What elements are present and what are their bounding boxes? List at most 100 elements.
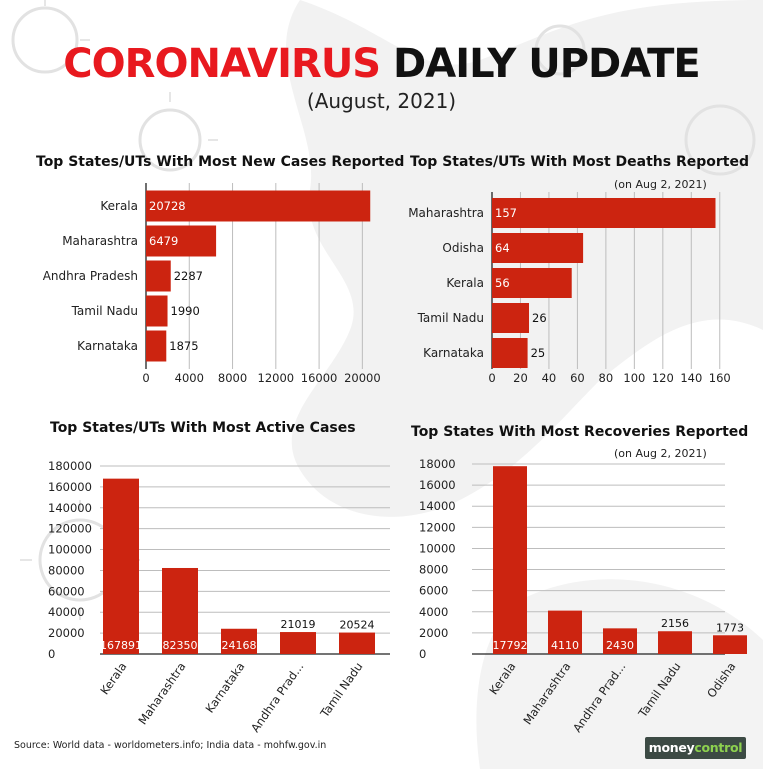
recoveries-data-label: 2430 [606,639,634,652]
new-cases-bar [146,260,171,292]
deaths-category-label: Tamil Nadu [417,311,484,325]
new-cases-data-label: 20728 [149,199,186,213]
recoveries-tick-label: 12000 [419,520,456,534]
new-cases-tick-label: 4000 [175,371,204,385]
recoveries-bar [658,631,692,654]
active-cases-data-label: 20524 [340,619,375,632]
deaths-data-label: 157 [495,206,517,220]
recoveries-tick-label: 10000 [419,541,456,555]
deaths-data-label: 56 [495,276,510,290]
deaths-bar [492,338,528,368]
recoveries-bar [603,628,637,654]
recoveries-tick-label: 18000 [419,457,456,471]
active-cases-tick-label: 180000 [48,459,92,473]
chart-title-new-cases: Top States/UTs With Most New Cases Repor… [36,154,405,170]
chart-note-deaths: (on Aug 2, 2021) [614,178,707,191]
active-cases-data-label: 167891 [100,639,142,652]
recoveries-tick-label: 0 [419,647,426,661]
active-cases-bar [280,632,316,654]
active-cases-bar [162,567,198,654]
deaths-tick-label: 40 [542,371,557,385]
new-cases-tick-label: 0 [142,371,149,385]
new-cases-bar [146,330,167,362]
recoveries-category-label: Tamil Nadu [635,660,684,721]
deaths-tick-label: 80 [599,371,614,385]
active-cases-tick-label: 160000 [48,480,92,494]
recoveries-category-label: Maharashtra [520,660,573,728]
recoveries-category-label: Andhra Prad... [570,660,628,735]
active-cases-bar [221,628,257,654]
deaths-data-label: 25 [531,346,546,360]
recoveries-tick-label: 16000 [419,478,456,492]
deaths-data-label: 64 [495,241,510,255]
chart-title-recoveries: Top States With Most Recoveries Reported [411,424,749,440]
recoveries-bar [548,610,582,654]
page-title-black: DAILY UPDATE [393,41,701,87]
page-header: CORONAVIRUS DAILY UPDATE (August, 2021) [0,40,763,114]
deaths-bar [492,268,572,298]
deaths-category-label: Odisha [442,241,484,255]
deaths-tick-label: 100 [623,371,645,385]
new-cases-category-label: Tamil Nadu [71,304,138,318]
deaths-tick-label: 20 [513,371,528,385]
active-cases-data-label: 82350 [163,639,198,652]
recoveries-data-label: 1773 [716,621,744,634]
deaths-tick-label: 0 [488,371,495,385]
active-cases-bar [103,478,139,654]
deaths-tick-label: 140 [680,371,702,385]
chart-note-recoveries: (on Aug 2, 2021) [614,447,707,460]
deaths-tick-label: 60 [570,371,585,385]
chart-title-active-cases: Top States/UTs With Most Active Cases [50,420,356,436]
deaths-tick-label: 160 [709,371,731,385]
deaths-category-label: Maharashtra [408,206,484,220]
chart-title-deaths: Top States/UTs With Most Deaths Reported [410,154,750,170]
recoveries-bar [713,635,747,654]
new-cases-data-label: 6479 [149,234,178,248]
new-cases-tick-label: 20000 [344,371,381,385]
recoveries-category-label: Odisha [704,660,738,701]
active-cases-bar [339,632,375,654]
active-cases-tick-label: 120000 [48,522,92,536]
active-cases-data-label: 24168 [222,639,257,652]
active-cases-tick-label: 40000 [48,605,85,619]
recoveries-tick-label: 8000 [419,563,448,577]
recoveries-tick-label: 2000 [419,626,448,640]
new-cases-category-label: Kerala [100,199,138,213]
new-cases-tick-label: 8000 [218,371,247,385]
recoveries-category-label: Kerala [486,660,518,698]
deaths-data-label: 26 [532,311,547,325]
deaths-bar [492,198,716,228]
deaths-bar [492,303,530,333]
new-cases-bar [146,225,217,257]
active-cases-tick-label: 140000 [48,501,92,515]
deaths-category-label: Kerala [446,276,484,290]
recoveries-tick-label: 14000 [419,499,456,513]
page-title: CORONAVIRUS DAILY UPDATE [0,40,763,88]
recoveries-bar [493,466,527,654]
recoveries-data-label: 2156 [661,617,689,630]
active-cases-tick-label: 80000 [48,563,85,577]
new-cases-data-label: 1875 [169,339,198,353]
recoveries-tick-label: 4000 [419,605,448,619]
active-cases-tick-label: 100000 [48,543,92,557]
recoveries-data-label: 17792 [493,639,528,652]
recoveries-tick-label: 6000 [419,584,448,598]
new-cases-data-label: 2287 [174,269,203,283]
deaths-category-label: Karnataka [423,346,484,360]
deaths-bar [492,233,584,263]
new-cases-category-label: Karnataka [77,339,138,353]
recoveries-data-label: 4110 [551,639,579,652]
active-cases-tick-label: 60000 [48,584,85,598]
deaths-tick-label: 120 [652,371,674,385]
new-cases-bar [146,190,371,222]
active-cases-tick-label: 20000 [48,626,85,640]
source-note: Source: World data - worldometers.info; … [14,740,327,751]
new-cases-category-label: Andhra Pradesh [43,269,138,283]
active-cases-tick-label: 0 [48,647,55,661]
new-cases-tick-label: 12000 [258,371,295,385]
new-cases-bar [146,295,168,327]
